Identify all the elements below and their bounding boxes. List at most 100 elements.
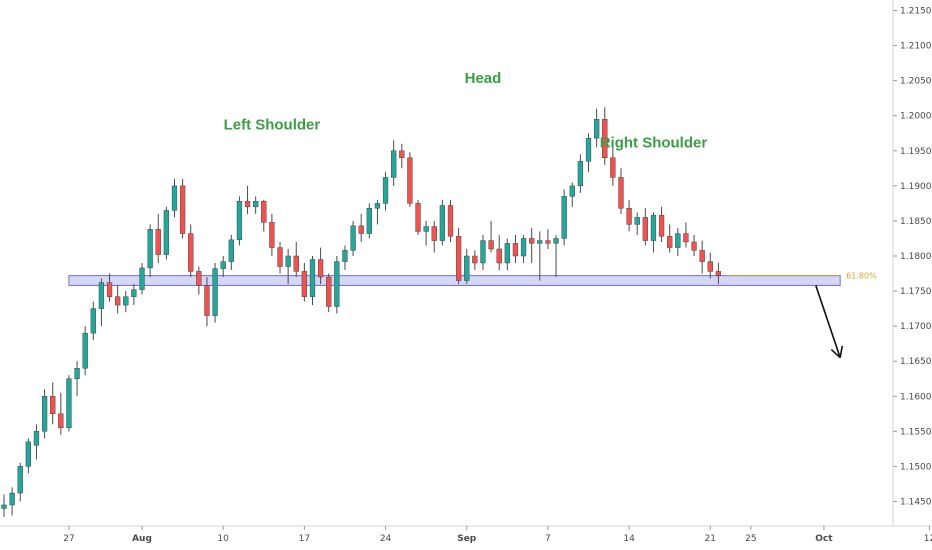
candle[interactable] <box>155 213 161 263</box>
candle[interactable] <box>480 234 486 271</box>
candle[interactable] <box>423 220 429 246</box>
candle[interactable] <box>618 168 624 214</box>
candle[interactable] <box>626 199 632 232</box>
candle[interactable] <box>50 382 56 425</box>
candle[interactable] <box>123 291 129 313</box>
candle[interactable] <box>115 285 121 314</box>
candle[interactable] <box>171 178 178 218</box>
candle[interactable] <box>504 238 510 271</box>
candle[interactable] <box>269 213 275 256</box>
price-axis[interactable]: 1.21500 1.21000 1.20500 1.20000 1.19500 1.190… <box>892 0 932 526</box>
candle[interactable] <box>658 206 665 242</box>
candle[interactable] <box>25 438 31 474</box>
candle[interactable] <box>179 178 186 239</box>
candle[interactable] <box>520 234 527 263</box>
candle[interactable] <box>512 234 519 263</box>
candle[interactable] <box>545 229 551 249</box>
candle[interactable] <box>488 220 494 253</box>
candle[interactable] <box>374 199 381 225</box>
candle[interactable] <box>399 143 405 169</box>
candle[interactable] <box>131 284 137 306</box>
candle-body-bull <box>98 282 105 309</box>
candle[interactable] <box>1 494 7 517</box>
candle[interactable] <box>366 203 372 239</box>
candle[interactable] <box>236 196 243 246</box>
candle[interactable] <box>577 154 584 193</box>
candle[interactable] <box>415 199 421 235</box>
neckline-zone[interactable] <box>68 275 841 286</box>
price-tick-label: 1.21000 <box>900 42 932 52</box>
candle[interactable] <box>585 133 592 172</box>
candle[interactable] <box>196 266 202 295</box>
candle[interactable] <box>431 220 437 253</box>
candle[interactable] <box>309 255 316 306</box>
candle[interactable] <box>610 147 616 186</box>
candle[interactable] <box>147 224 153 278</box>
candle[interactable] <box>472 250 478 271</box>
candle-body-bull <box>561 196 567 239</box>
candle[interactable] <box>691 234 697 256</box>
candle[interactable] <box>261 199 267 232</box>
candle[interactable] <box>9 487 15 516</box>
candle-body-bull <box>25 441 31 467</box>
candle[interactable] <box>642 208 648 246</box>
candle[interactable] <box>139 263 145 295</box>
candle[interactable] <box>317 247 324 285</box>
candle[interactable] <box>342 245 348 271</box>
candle[interactable] <box>699 240 705 274</box>
candle[interactable] <box>447 199 454 242</box>
candle[interactable] <box>163 206 169 260</box>
candle[interactable] <box>634 212 640 235</box>
time-axis[interactable]: 27 Aug 10 17 24 Sep 7 14 21 25 Oct 12 <box>0 525 932 544</box>
candle[interactable] <box>715 263 722 285</box>
candle[interactable] <box>350 220 356 256</box>
candle[interactable] <box>90 301 96 341</box>
candle[interactable] <box>464 248 470 285</box>
candle[interactable] <box>707 252 713 279</box>
candle[interactable] <box>537 231 543 281</box>
candle[interactable] <box>277 241 283 274</box>
candle[interactable] <box>228 234 234 271</box>
candle-body-bull <box>253 201 259 208</box>
candle[interactable] <box>602 107 608 165</box>
candle[interactable] <box>439 199 446 246</box>
candle[interactable] <box>212 263 218 323</box>
candle[interactable] <box>244 185 251 214</box>
candle[interactable] <box>220 255 226 278</box>
candle[interactable] <box>593 108 600 148</box>
candle[interactable] <box>391 140 397 186</box>
candle[interactable] <box>41 389 48 439</box>
candle[interactable] <box>650 212 657 253</box>
candle[interactable] <box>569 182 575 207</box>
candle[interactable] <box>106 273 113 302</box>
candle[interactable] <box>58 392 64 435</box>
candle[interactable] <box>17 462 23 502</box>
candle[interactable] <box>358 213 364 242</box>
candle[interactable] <box>529 227 535 263</box>
candle[interactable] <box>455 227 462 285</box>
candle[interactable] <box>285 248 291 285</box>
candle[interactable] <box>66 375 72 432</box>
candle[interactable] <box>74 361 80 397</box>
candle[interactable] <box>82 326 88 376</box>
candle[interactable] <box>98 278 105 327</box>
candle[interactable] <box>326 273 332 313</box>
candle[interactable] <box>496 234 502 271</box>
candle[interactable] <box>407 152 413 207</box>
candle[interactable] <box>667 224 673 253</box>
candle[interactable] <box>188 224 194 278</box>
candle[interactable] <box>293 241 299 278</box>
candle-body-bull <box>537 240 543 244</box>
candle[interactable] <box>33 424 40 460</box>
candle[interactable] <box>553 234 559 278</box>
projection-arrow-icon[interactable] <box>815 285 844 359</box>
candle[interactable] <box>334 255 340 314</box>
candle[interactable] <box>253 196 259 214</box>
candle[interactable] <box>683 222 689 248</box>
candle[interactable] <box>675 227 681 256</box>
candle[interactable] <box>204 277 210 327</box>
candle[interactable] <box>301 263 308 302</box>
candle[interactable] <box>382 171 389 211</box>
candle[interactable] <box>561 189 567 246</box>
